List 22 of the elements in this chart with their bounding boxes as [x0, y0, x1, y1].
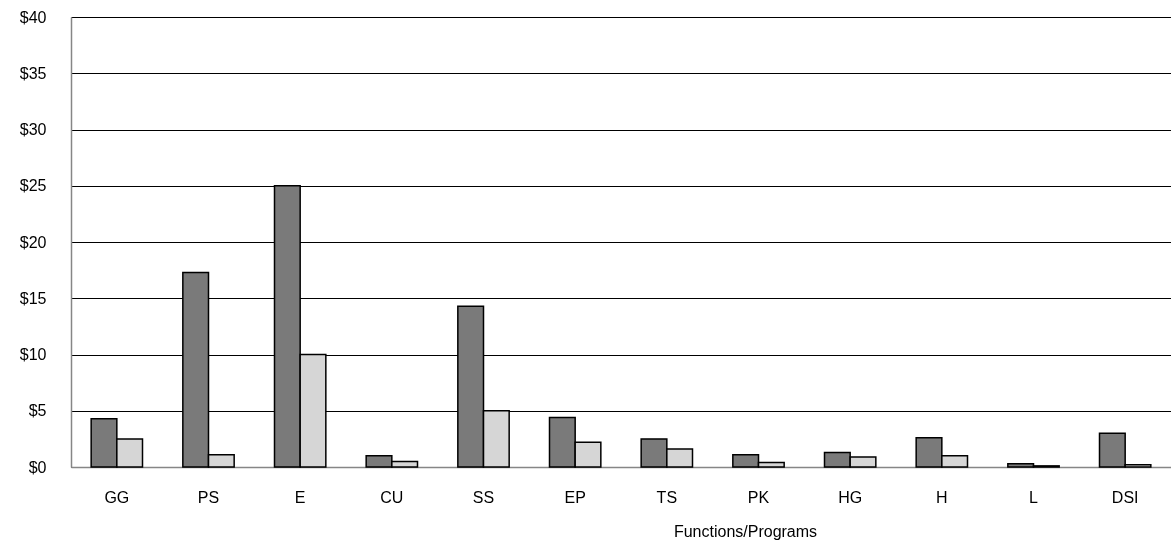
- x-tick-label: E: [294, 488, 306, 506]
- y-tick-label: $5: [28, 402, 47, 420]
- y-tick-label: $40: [19, 8, 47, 26]
- x-tick-label: H: [936, 488, 948, 506]
- x-tick-label: HG: [838, 488, 863, 506]
- x-axis-title: Functions/Programs: [673, 522, 818, 540]
- y-tick-label: $20: [19, 233, 47, 251]
- y-tick-label: $10: [19, 346, 47, 363]
- x-tick-label: PS: [197, 488, 220, 506]
- x-tick-label: CU: [380, 488, 404, 506]
- y-tick-label: $0: [28, 458, 47, 476]
- x-tick-label: L: [1029, 488, 1039, 506]
- y-tick-label: $35: [19, 64, 47, 82]
- y-tick-label: $30: [19, 121, 47, 138]
- y-tick-label: $15: [19, 289, 47, 307]
- y-tick-label: $25: [19, 177, 47, 195]
- x-tick-label: GG: [104, 488, 130, 506]
- x-tick-label: PK: [747, 488, 770, 506]
- x-tick-label: EP: [564, 488, 586, 506]
- x-tick-label: SS: [472, 488, 495, 506]
- x-tick-label: DSI: [1111, 488, 1139, 506]
- x-tick-label: TS: [656, 488, 678, 506]
